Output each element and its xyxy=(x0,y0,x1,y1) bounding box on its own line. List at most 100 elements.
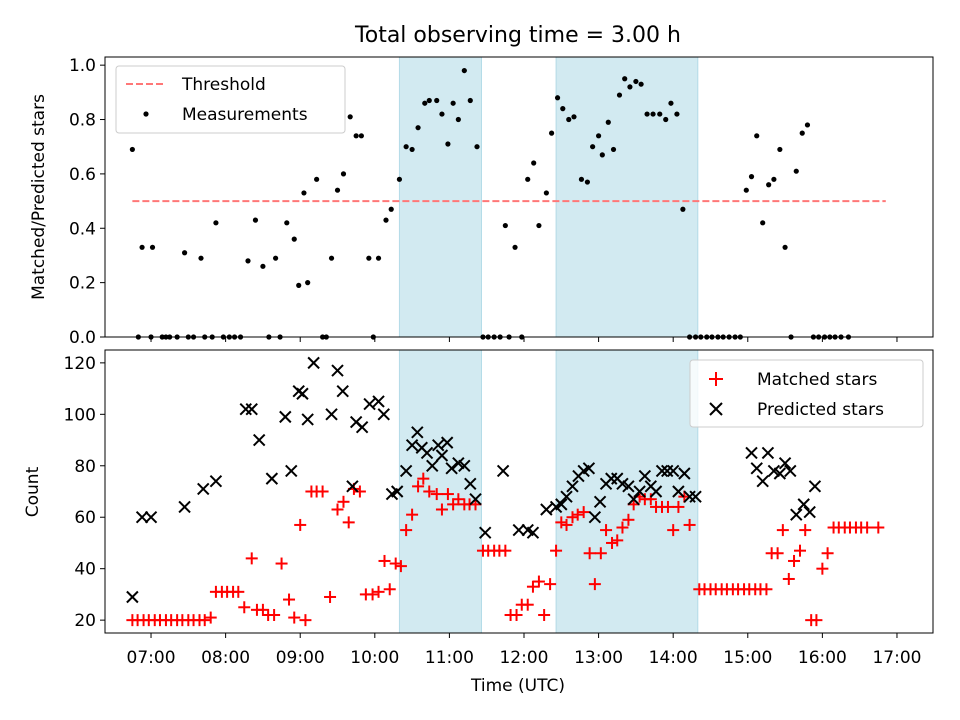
matched-star-marker xyxy=(622,513,635,526)
measurement-point xyxy=(560,106,566,112)
predicted-star-marker-b xyxy=(767,464,781,478)
measurement-point xyxy=(599,152,605,158)
matched-star-marker xyxy=(788,554,801,567)
predicted-star-marker xyxy=(135,511,149,524)
top-x-ticks xyxy=(150,337,898,342)
predicted-star-marker xyxy=(245,402,258,416)
matched-star-marker xyxy=(588,578,601,591)
matched-star-marker xyxy=(232,585,245,598)
measurement-point xyxy=(644,111,650,117)
matched-star-marker xyxy=(526,580,539,593)
predicted-star-marker-b xyxy=(666,464,680,478)
predicted-star-marker xyxy=(178,500,191,514)
predicted-star-marker xyxy=(296,387,309,400)
measurement-point xyxy=(291,236,297,242)
matched-star-marker xyxy=(452,493,465,506)
matched-stars-points xyxy=(126,472,885,627)
predicted-star-marker-b xyxy=(593,495,607,508)
predicted-star-marker-b xyxy=(750,462,763,475)
measurement-point xyxy=(663,116,669,123)
legend-matched-swatch xyxy=(709,372,723,386)
predicted-star-marker-b xyxy=(784,464,797,478)
predicted-star-marker xyxy=(588,511,602,524)
predicted-star-marker xyxy=(526,526,540,539)
predicted-star-marker xyxy=(540,503,553,516)
legend-measurements-swatch xyxy=(143,111,149,117)
measurement-point xyxy=(674,111,680,117)
predicted-star-marker-b xyxy=(346,480,359,493)
matched-star-marker xyxy=(268,608,281,621)
measurement-point xyxy=(296,282,302,288)
measurement-point xyxy=(409,146,415,153)
predicted-star-marker-b xyxy=(452,456,465,470)
measurement-point xyxy=(358,133,364,139)
predicted-star-marker-b xyxy=(285,464,298,478)
measurement-point xyxy=(305,280,311,286)
predicted-star-marker xyxy=(790,508,803,521)
matched-star-marker xyxy=(256,603,269,616)
matched-star-marker xyxy=(417,472,430,485)
bottom-y-ticks: 20 40 60 80 100 120 xyxy=(64,354,105,631)
matched-star-marker xyxy=(406,508,419,521)
predicted-star-marker-b xyxy=(432,438,445,452)
matched-star-marker xyxy=(510,608,523,621)
shaded-interval xyxy=(398,56,482,338)
matched-star-marker xyxy=(423,485,436,498)
measurement-point xyxy=(181,250,188,256)
predicted-star-marker xyxy=(469,493,482,506)
matched-star-marker xyxy=(532,575,545,588)
measurement-point xyxy=(554,95,561,101)
measurement-point xyxy=(415,125,421,131)
predicted-star-marker-b xyxy=(245,402,258,416)
predicted-star-marker-b xyxy=(296,387,309,400)
predicted-star-marker-b xyxy=(479,526,492,539)
legend-predicted-swatch xyxy=(709,402,723,416)
predicted-star-marker-b xyxy=(526,526,540,539)
measurement-point xyxy=(366,255,372,261)
predicted-star-marker-b xyxy=(560,490,573,503)
legend-measurements-label: Measurements xyxy=(182,105,308,125)
predicted-star-marker-b xyxy=(469,493,482,506)
predicted-star-marker xyxy=(252,433,266,447)
predicted-star-marker xyxy=(126,590,139,604)
predicted-star-marker-b xyxy=(745,446,758,460)
matched-star-marker xyxy=(683,518,696,531)
bottom-y-tick-label: 80 xyxy=(74,457,96,477)
predicted-star-marker xyxy=(808,480,822,493)
predicted-star-marker-b xyxy=(377,408,390,421)
measurement-point xyxy=(804,122,811,128)
bottom-legend: Matched stars Predicted stars xyxy=(689,359,924,428)
matched-star-marker xyxy=(611,534,624,547)
measurement-point xyxy=(584,179,591,185)
matched-star-marker xyxy=(672,500,685,513)
predicted-star-marker xyxy=(761,446,775,460)
predicted-star-marker-b xyxy=(355,420,369,434)
measurement-point xyxy=(388,206,394,212)
predicted-star-marker-b xyxy=(790,508,803,521)
measurement-point xyxy=(638,81,644,87)
predicted-star-marker xyxy=(672,485,685,498)
predicted-star-marker xyxy=(593,495,607,508)
predicted-star-marker-b xyxy=(588,511,602,524)
bottom-x-ticks: 07:00 08:00 09:00 10:00 11:00 12:00 13:00 14:00… xyxy=(127,633,921,668)
predicted-star-marker-b xyxy=(616,477,629,490)
matched-star-marker xyxy=(566,511,579,524)
predicted-star-marker xyxy=(307,356,320,370)
x-axis-label: Time (UTC) xyxy=(470,676,565,696)
predicted-star-marker-b xyxy=(265,472,279,485)
predicted-star-marker xyxy=(649,485,663,498)
predicted-star-marker xyxy=(496,464,510,478)
x-tick-label: 09:00 xyxy=(276,648,325,668)
top-y-tick-label: 0.6 xyxy=(69,165,96,185)
measurement-point xyxy=(680,206,686,212)
legend-matched-label: Matched stars xyxy=(757,370,877,390)
x-tick-label: 16:00 xyxy=(798,648,847,668)
measurement-point xyxy=(610,146,617,153)
predicted-star-marker xyxy=(197,482,210,496)
predicted-star-marker-b xyxy=(325,408,338,421)
matched-star-marker xyxy=(238,601,251,614)
matched-star-marker xyxy=(810,614,823,627)
predicted-star-marker xyxy=(432,438,445,452)
predicted-star-marker xyxy=(325,408,338,421)
